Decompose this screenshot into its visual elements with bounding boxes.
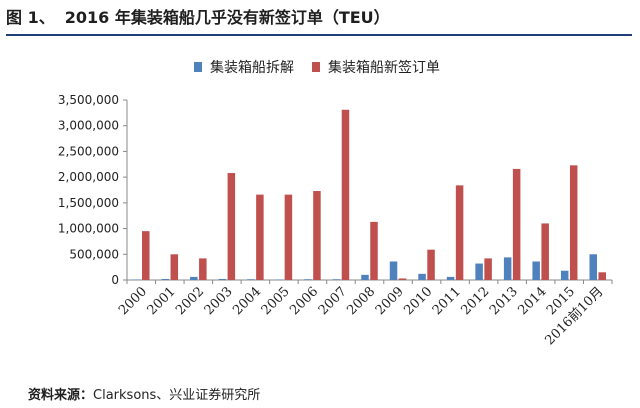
- x-tick-label: 2014: [515, 284, 549, 318]
- bar-series2: [512, 168, 521, 280]
- y-tick-label: 1,000,000: [58, 222, 119, 236]
- bar-series1: [304, 279, 312, 280]
- bar-series2: [427, 249, 435, 280]
- legend-label-series1: 集装箱船拆解: [210, 60, 294, 76]
- bar-series1: [161, 278, 170, 280]
- chart-legend: 集装箱船拆解 集装箱船新签订单: [194, 58, 458, 76]
- x-tick-label: 2012: [458, 284, 492, 318]
- legend-label-series2: 集装箱船新签订单: [328, 60, 440, 76]
- bar-series1: [389, 261, 398, 280]
- y-tick-label: 2,500,000: [58, 144, 119, 158]
- figure-number: 图 1、: [6, 8, 55, 27]
- bar-series2: [598, 272, 606, 280]
- legend-item-series1: 集装箱船拆解: [194, 57, 294, 77]
- x-tick-label: 2000: [116, 284, 150, 318]
- y-tick-label: 0: [111, 273, 119, 287]
- bar-series1: [190, 276, 198, 280]
- bar-series1: [475, 263, 483, 280]
- x-tick-label: 2009: [373, 284, 407, 318]
- bar-series1: [503, 257, 512, 280]
- figure-caption: 2016 年集装箱船几乎没有新签订单（TEU）: [64, 8, 390, 27]
- x-tick-label: 2002: [173, 284, 207, 318]
- bar-series2: [484, 258, 492, 280]
- bar-series1: [532, 261, 540, 280]
- x-tick-label: 2003: [202, 284, 236, 318]
- legend-swatch-series2: [312, 62, 320, 72]
- bar-series1: [589, 254, 597, 280]
- x-tick-label: 2007: [316, 284, 350, 318]
- y-tick-label: 3,500,000: [58, 93, 119, 107]
- bar-series1: [247, 279, 255, 280]
- source-text: Clarksons、兴业证券研究所: [93, 388, 261, 403]
- x-tick-label: 2001: [145, 284, 179, 318]
- bar-series2: [341, 109, 350, 281]
- bar-series1: [218, 278, 227, 280]
- bar-series2: [455, 185, 464, 280]
- bar-series2: [142, 231, 150, 280]
- bar-series2: [256, 194, 264, 280]
- bar-series1: [275, 279, 284, 280]
- bar-series2: [313, 191, 321, 280]
- x-tick-label: 2004: [230, 284, 264, 318]
- bar-series1: [361, 274, 369, 280]
- bar-series2: [227, 173, 236, 280]
- x-tick-label: 2011: [430, 284, 464, 318]
- source-note: 资料来源：Clarksons、兴业证券研究所: [28, 384, 261, 403]
- x-tick-label: 2006: [287, 284, 321, 318]
- y-tick-label: 2,000,000: [58, 170, 119, 184]
- bar-series2: [170, 254, 179, 280]
- legend-item-series2: 集装箱船新签订单: [312, 57, 440, 77]
- bar-series1: [332, 279, 341, 280]
- x-tick-label: 2005: [259, 284, 293, 318]
- bar-series2: [398, 278, 407, 280]
- bar-series2: [284, 194, 293, 280]
- y-tick-label: 3,000,000: [58, 119, 119, 133]
- x-tick-label: 2013: [487, 284, 521, 318]
- bar-series1: [446, 276, 455, 280]
- x-tick-label: 2010: [401, 284, 435, 318]
- source-label: 资料来源：: [28, 388, 94, 403]
- bar-series1: [560, 270, 569, 280]
- bar-series1: [133, 279, 141, 280]
- bar-series2: [541, 223, 549, 280]
- y-tick-label: 500,000: [69, 247, 119, 261]
- bar-series1: [418, 273, 426, 280]
- x-tick-label: 2008: [344, 284, 378, 318]
- bar-series2: [199, 258, 207, 280]
- bar-series2: [370, 221, 378, 280]
- y-tick-label: 1,500,000: [58, 196, 119, 210]
- figure-title: 图 1、 2016 年集装箱船几乎没有新签订单（TEU）: [6, 4, 632, 36]
- legend-swatch-series1: [194, 62, 202, 72]
- bar-series2: [569, 165, 578, 280]
